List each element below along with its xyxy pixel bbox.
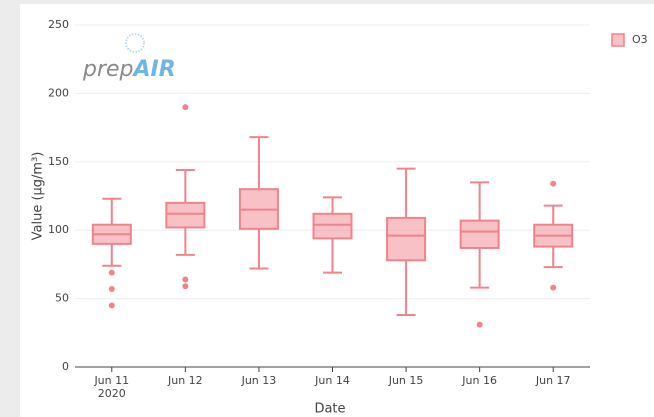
x-tick-label: Jun 11 [93,374,129,387]
logo-icon [125,33,145,53]
logo: prepAIR [82,33,176,82]
logo-prefix: prep [82,57,134,82]
x-tick-label: Jun 17 [535,374,571,387]
outlier [476,321,483,328]
box [459,219,500,249]
box-group [312,196,353,274]
y-axis-title: Value (µg/m³) [31,152,46,241]
y-tick-label: 50 [55,292,69,305]
box-group [238,136,279,270]
x-tick-label: Jun 13 [241,374,277,387]
outlier [182,276,189,283]
x-tick-label: Jun 12 [167,374,203,387]
x-tick-label: Jun 15 [388,374,424,387]
outlier [550,180,557,187]
y-tick-label: 200 [48,86,69,99]
outlier [108,286,115,293]
y-tick-label: 100 [48,223,69,236]
x-tick-label: Jun 16 [461,374,497,387]
x-axis-title: Date [314,402,345,417]
outlier [182,104,189,111]
box [386,216,427,262]
legend-label: O3 [632,33,648,46]
box-group [386,167,427,317]
panel [20,4,654,417]
box-group [165,104,206,290]
y-tick-label: 250 [48,18,69,31]
box [312,212,353,240]
box-group [459,181,500,328]
box-group [533,180,574,291]
logo-text: prepAIR [82,57,176,82]
logo-suffix: AIR [132,57,176,82]
box [165,201,206,229]
y-tick-label: 150 [48,155,69,168]
legend-swatch [611,33,625,47]
x-tick-label: Jun 14 [314,374,350,387]
x-tick-year: 2020 [98,387,126,400]
outlier [550,284,557,291]
outlier [182,283,189,290]
outlier [108,269,115,276]
box-group [91,197,132,309]
y-tick-label: 0 [62,360,69,373]
outlier [108,302,115,309]
